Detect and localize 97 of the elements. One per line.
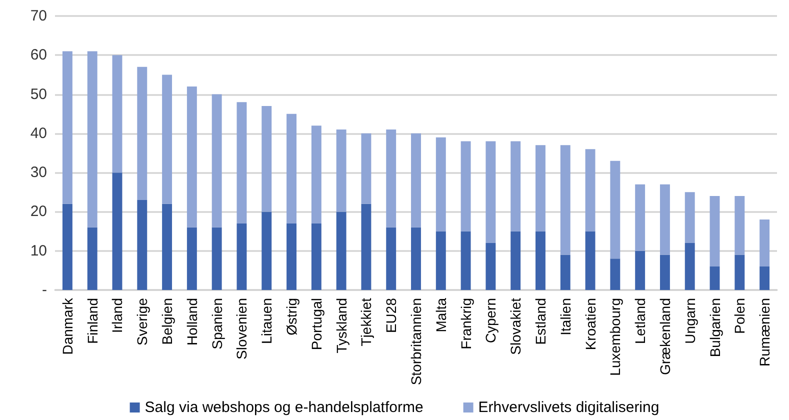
x-tick-label: Frankrig (458, 298, 474, 350)
x-tick-label: Holland (184, 298, 200, 346)
x-tick-label: Estland (532, 298, 548, 345)
legend-label: Erhvervslivets digitalisering (478, 399, 660, 416)
bar (760, 266, 770, 290)
bar (286, 223, 296, 290)
bar (311, 126, 322, 224)
bar (560, 254, 570, 290)
bar (660, 184, 670, 255)
x-tick-label: Polen (732, 298, 748, 334)
bar (510, 141, 521, 232)
x-tick-label: Slovenien (234, 298, 250, 360)
y-tick-label: 30 (30, 164, 47, 182)
x-tick-label: Bulgarien (706, 298, 723, 358)
bar (610, 258, 620, 290)
x-tick-label: Irland (109, 298, 126, 334)
bar (236, 223, 247, 290)
x-tick-label: Sverige (134, 298, 150, 346)
bar (585, 231, 596, 290)
x-tick-label: Malta (432, 298, 449, 332)
bar (486, 141, 496, 244)
bar (536, 231, 546, 290)
y-tick-label: 10 (30, 242, 47, 260)
bar (87, 51, 98, 228)
legend-label: Salg via webshops og e-handelsplatforme (144, 399, 424, 416)
x-tick-label: Belgien (159, 298, 176, 345)
x-tick-label: Kroatien (582, 298, 598, 350)
bar (486, 243, 496, 290)
bar (684, 243, 695, 290)
bar (62, 51, 72, 204)
x-tick-label: Ungarn (682, 298, 698, 344)
x-tick-label: Østrig (284, 298, 300, 336)
bar (386, 227, 396, 290)
x-tick-label: Rumænien (756, 298, 773, 366)
bar (262, 106, 272, 212)
x-tick-label: Tjekkiet (358, 298, 374, 346)
bar (212, 94, 222, 228)
bar (510, 231, 521, 290)
bar (386, 130, 396, 228)
bar (710, 266, 720, 290)
x-tick-label: Tyskland (333, 298, 350, 354)
x-tick-label: Danmark (59, 297, 76, 355)
bar (684, 192, 695, 244)
bar (112, 172, 122, 290)
x-tick-label: Luxembourg (607, 298, 624, 376)
bar (734, 254, 745, 290)
bar (660, 254, 670, 290)
x-tick-label: Finland (84, 298, 100, 344)
bar (162, 74, 172, 204)
bar (137, 200, 148, 290)
bar (760, 220, 770, 267)
bar (112, 55, 122, 173)
x-tick-label: Spanien (208, 298, 225, 350)
x-tick-label: EU28 (383, 298, 400, 334)
y-tick-label: 50 (30, 86, 47, 103)
bar (361, 133, 372, 204)
bar (411, 133, 421, 228)
y-tick-label: 60 (30, 46, 47, 64)
bar (236, 102, 247, 224)
bar (411, 227, 421, 290)
bar (436, 137, 446, 232)
x-tick-label: Slovakiet (508, 298, 524, 355)
bar (436, 231, 446, 290)
x-tick-label: Portugal (308, 298, 324, 350)
bar (560, 145, 570, 255)
bar (610, 160, 620, 259)
bar (62, 204, 72, 290)
bar (635, 184, 646, 251)
bar (536, 145, 546, 232)
x-tick-label: Storbritannien (408, 298, 424, 386)
bar (460, 141, 471, 232)
y-tick-label: 20 (30, 203, 47, 220)
bar (336, 212, 346, 290)
bar (710, 196, 720, 267)
bar (361, 204, 372, 290)
bar (336, 130, 346, 212)
bar (186, 227, 197, 290)
bar (87, 227, 98, 290)
x-tick-label: Grækenland (656, 298, 673, 376)
bar (635, 250, 646, 290)
bar (286, 114, 296, 224)
bar (137, 66, 148, 200)
bar (460, 231, 471, 290)
bar (262, 212, 272, 290)
y-tick-label: 40 (30, 124, 47, 142)
y-tick-label: - (42, 282, 47, 298)
bar (734, 196, 745, 255)
x-tick-label: Litauen (258, 298, 275, 344)
bar (585, 149, 596, 232)
y-tick-label: 70 (30, 8, 47, 24)
bar (212, 227, 222, 290)
bar (162, 204, 172, 290)
x-tick-label: Letland (632, 298, 648, 344)
x-tick-label: Italien (557, 298, 574, 336)
x-tick-label: Cypern (482, 298, 499, 344)
bar (186, 86, 197, 228)
bar (311, 223, 322, 290)
